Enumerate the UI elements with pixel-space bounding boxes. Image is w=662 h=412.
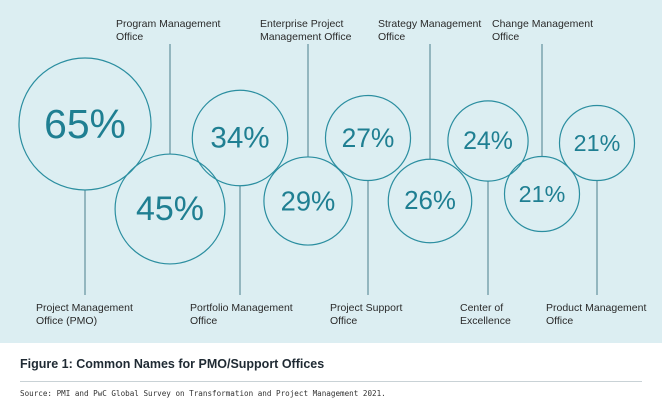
category-label: Project Support Office [330,302,403,327]
bubble-chart: 65%45%34%29%27%26%24%21%21% [18,44,636,295]
data-label: 27% [342,123,395,153]
category-label: Portfolio Management Office [190,302,293,327]
bubble [387,158,473,244]
bubble [558,104,636,182]
category-label: Enterprise Project Management Office [260,18,352,43]
category-label: Center of Excellence [460,302,511,327]
bubble [324,94,412,182]
data-label: 29% [281,186,336,217]
bubble [447,100,529,182]
category-label: Program Management Office [116,18,221,43]
category-label: Strategy Management Office [378,18,482,43]
bubble [263,156,353,246]
data-label: 21% [574,130,621,156]
category-label: Change Management Office [492,18,593,43]
data-label: 26% [404,187,456,215]
figure-source: Source: PMI and PwC Global Survey on Tra… [20,389,386,398]
figure-title: Figure 1: Common Names for PMO/Support O… [20,357,325,371]
chart-panel [0,0,662,343]
caption-divider [20,381,642,382]
bubble [503,155,581,233]
data-label: 65% [44,101,126,147]
data-label: 34% [210,122,269,155]
data-label: 45% [136,190,204,228]
bubble [18,57,152,191]
category-label: Product Management Office [546,302,647,327]
data-label: 21% [519,181,566,207]
bubble [191,89,289,187]
bubble [114,153,226,265]
data-label: 24% [463,127,513,155]
category-label: Project Management Office (PMO) [36,302,133,327]
